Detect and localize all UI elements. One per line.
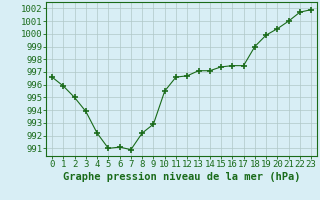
X-axis label: Graphe pression niveau de la mer (hPa): Graphe pression niveau de la mer (hPa) <box>63 172 300 182</box>
